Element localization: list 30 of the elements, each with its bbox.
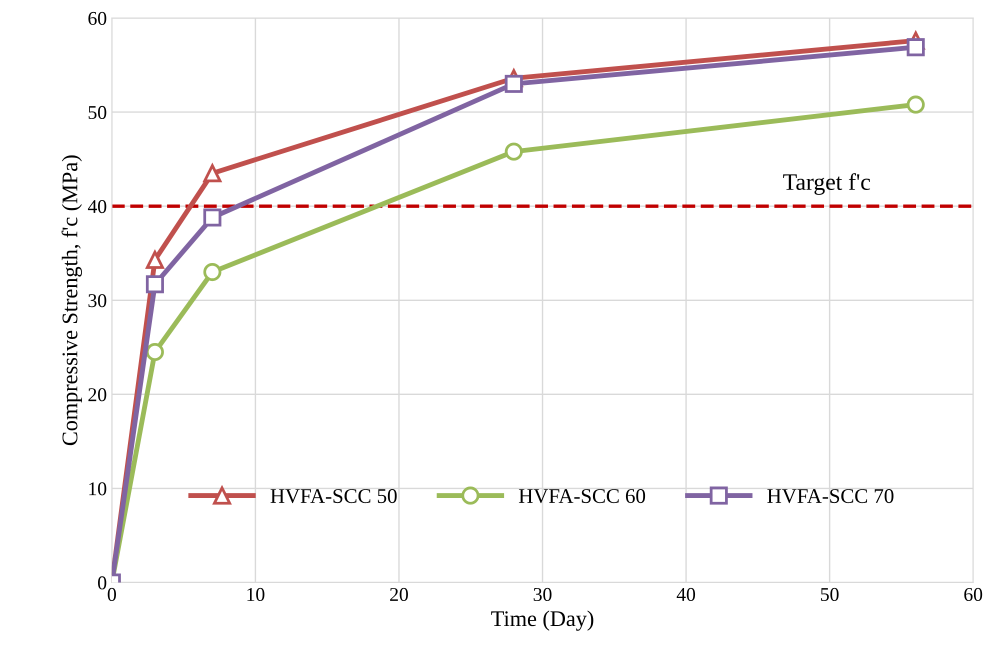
point	[146, 250, 164, 269]
point	[146, 342, 164, 362]
x-tick-label: 20	[390, 588, 408, 602]
legend-label: HVFA-SCC 60	[518, 489, 646, 504]
point	[906, 96, 925, 114]
y-tick-label: 10	[89, 482, 106, 496]
x-tick-label: 50	[821, 588, 839, 602]
y-tick-label: 40	[88, 200, 106, 214]
y-axis-title: Compressive Strength, f'c (MPa)	[62, 155, 82, 446]
x-tick-label: 0	[108, 588, 116, 602]
x-tick-label: 60	[964, 588, 982, 602]
x-tick-label: 30	[534, 588, 552, 602]
point	[906, 38, 925, 56]
x-tick-label: 10	[247, 588, 264, 602]
y-tick-label: 20	[88, 388, 106, 402]
legend-label: HVFA-SCC 50	[270, 489, 397, 504]
point	[203, 208, 222, 227]
y-tick-label: 60	[88, 12, 106, 25]
y-tick-label: 30	[88, 294, 106, 308]
y-tick-label: 0	[98, 576, 106, 590]
legend-label: HVFA-SCC 70	[767, 489, 894, 504]
point	[203, 263, 222, 282]
ref-line-label: Target f'c	[783, 173, 870, 195]
point	[146, 275, 164, 294]
x-axis-title: Time (Day)	[491, 610, 594, 631]
y-tick-label: 50	[88, 106, 106, 120]
point	[504, 74, 523, 93]
x-tick-label: 40	[676, 588, 696, 602]
point	[504, 142, 523, 161]
point	[203, 164, 222, 182]
